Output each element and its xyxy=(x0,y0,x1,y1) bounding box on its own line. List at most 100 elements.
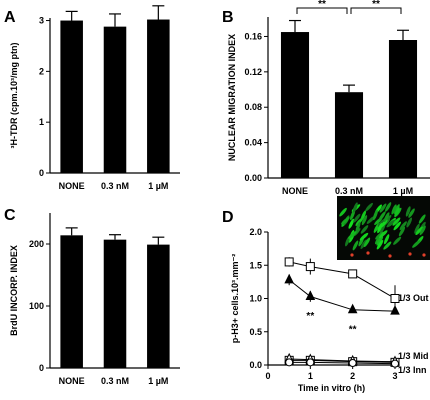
panel-d-series-line xyxy=(289,261,396,299)
inset-cell xyxy=(405,206,411,217)
panel-a-category-label: 0.3 nM xyxy=(101,181,129,191)
inset-cell xyxy=(365,202,373,212)
inset-cell xyxy=(355,221,361,233)
panel-d-series-line xyxy=(289,358,396,363)
panel-d-series-line xyxy=(289,361,396,365)
inset-cell xyxy=(408,208,415,218)
inset-cell xyxy=(339,207,347,217)
inset-cell xyxy=(393,236,402,245)
inset-cell xyxy=(418,214,426,224)
inset-cell xyxy=(386,219,396,228)
panel-d-ytick-label: 1.5 xyxy=(249,260,262,270)
panel-d-point xyxy=(348,269,358,279)
panel-d-point xyxy=(285,358,294,367)
inset-cell xyxy=(360,225,369,234)
inset-cell xyxy=(399,221,407,231)
panel-b-ytick-label: 0.08 xyxy=(244,102,262,112)
panel-a-ytick-label: 1 xyxy=(39,117,44,127)
panel-d-point xyxy=(390,294,400,303)
inset-cell xyxy=(353,213,361,223)
panel-b-significance-bracket xyxy=(296,7,348,14)
panel-b-category-label: 1 µM xyxy=(393,186,413,196)
inset-cell xyxy=(352,240,359,251)
panel-d-significance-label: ** xyxy=(306,311,314,322)
inset-cell xyxy=(406,217,413,228)
panel-d-point xyxy=(390,305,400,315)
panel-d-layer-label: 1/3 Inn xyxy=(398,365,427,375)
inset-cell xyxy=(391,204,397,215)
panel-b-significance-label: ** xyxy=(372,0,380,10)
panel-b-y-axis-label: NUCLEAR MIGRATION INDEX xyxy=(227,34,237,161)
inset-cell xyxy=(412,240,421,248)
panel-b-category-label: 0.3 nM xyxy=(335,186,363,196)
panel-c-category-label: 0.3 nM xyxy=(101,376,129,386)
inset-cell xyxy=(377,223,383,234)
panel-b-bar xyxy=(388,40,418,178)
panel-d-y-axis-label: p-H3+ cells.10³.mm⁻² xyxy=(230,254,240,344)
panel-a-bar xyxy=(60,20,83,173)
panel-a-bar xyxy=(147,19,170,173)
inset-cell xyxy=(419,225,426,236)
inset-cell xyxy=(375,231,384,240)
panel-b-significance-label: ** xyxy=(318,0,326,10)
panel-c-bar xyxy=(60,235,83,368)
panel-d-xtick-label: 1 xyxy=(308,371,313,381)
inset-cell xyxy=(394,207,400,218)
panel-d-label: D xyxy=(222,209,234,226)
panel-b-bar xyxy=(280,32,310,179)
inset-cell xyxy=(352,202,358,213)
inset-cell xyxy=(359,232,369,241)
panel-c-bar xyxy=(103,239,127,368)
inset-labeled-cell xyxy=(422,253,426,257)
inset-cell xyxy=(355,217,364,226)
inset-cell xyxy=(348,218,355,229)
inset-labeled-cell xyxy=(366,251,370,255)
panel-d-ytick-label: 1.0 xyxy=(249,294,262,304)
inset-cell xyxy=(392,217,401,226)
panel-b-label: B xyxy=(222,9,234,26)
panel-c-y-axis-label: BrdU INCORP. INDEX xyxy=(9,245,19,336)
inset-cell xyxy=(363,237,371,248)
panel-d-point xyxy=(391,359,399,368)
inset-labeled-cell xyxy=(408,252,412,256)
panel-d-point xyxy=(305,262,315,272)
panel-d-point xyxy=(284,257,294,267)
panel-b-category-label: NONE xyxy=(282,186,308,196)
inset-cell xyxy=(383,234,390,245)
panel-d-xtick-label: 2 xyxy=(350,371,355,381)
panel-d-xtick-label: 3 xyxy=(392,371,397,381)
panel-d-point xyxy=(284,273,294,284)
inset-cell xyxy=(394,204,400,215)
panel-a-ytick-label: 0 xyxy=(39,168,44,178)
panel-d-x-axis-label: Time in vitro (h) xyxy=(298,383,365,393)
panel-a-label: A xyxy=(4,9,16,26)
panel-b-ytick-label: 0.16 xyxy=(244,31,262,41)
inset-cell xyxy=(376,239,384,250)
inset-labeled-cell xyxy=(350,253,354,257)
panel-a-category-label: NONE xyxy=(59,181,85,191)
panel-b-ytick-label: 0.00 xyxy=(244,173,262,183)
panel-a-y-axis-label: ³H-TDR (cpm.10³/mg ptn) xyxy=(9,43,19,149)
panel-c-ytick-label: 200 xyxy=(29,239,44,249)
panel-b-ytick-label: 0.04 xyxy=(244,138,262,148)
panel-b-bar xyxy=(334,92,364,178)
panel-c-category-label: NONE xyxy=(59,376,85,386)
panel-d-layer-label: 1/3 Out xyxy=(398,293,429,303)
panel-d-xtick-label: 0 xyxy=(265,371,270,381)
panel-a-ytick-label: 3 xyxy=(39,16,44,26)
panel-d-point xyxy=(305,290,316,301)
panel-c-label: C xyxy=(4,207,16,224)
panel-a-ytick-label: 2 xyxy=(39,66,44,76)
inset-cell xyxy=(378,211,386,221)
inset-cell xyxy=(414,223,420,234)
inset-cell xyxy=(383,241,392,250)
inset-labeled-cell xyxy=(388,254,392,258)
panel-d-ytick-label: 2.0 xyxy=(249,227,262,237)
inset-cell xyxy=(377,218,386,227)
inset-cell xyxy=(376,236,384,246)
inset-cell xyxy=(379,203,387,213)
inset-cell xyxy=(361,215,368,226)
panel-d-ytick-label: 0.0 xyxy=(249,360,262,370)
panel-c-ytick-label: 0 xyxy=(39,363,44,373)
